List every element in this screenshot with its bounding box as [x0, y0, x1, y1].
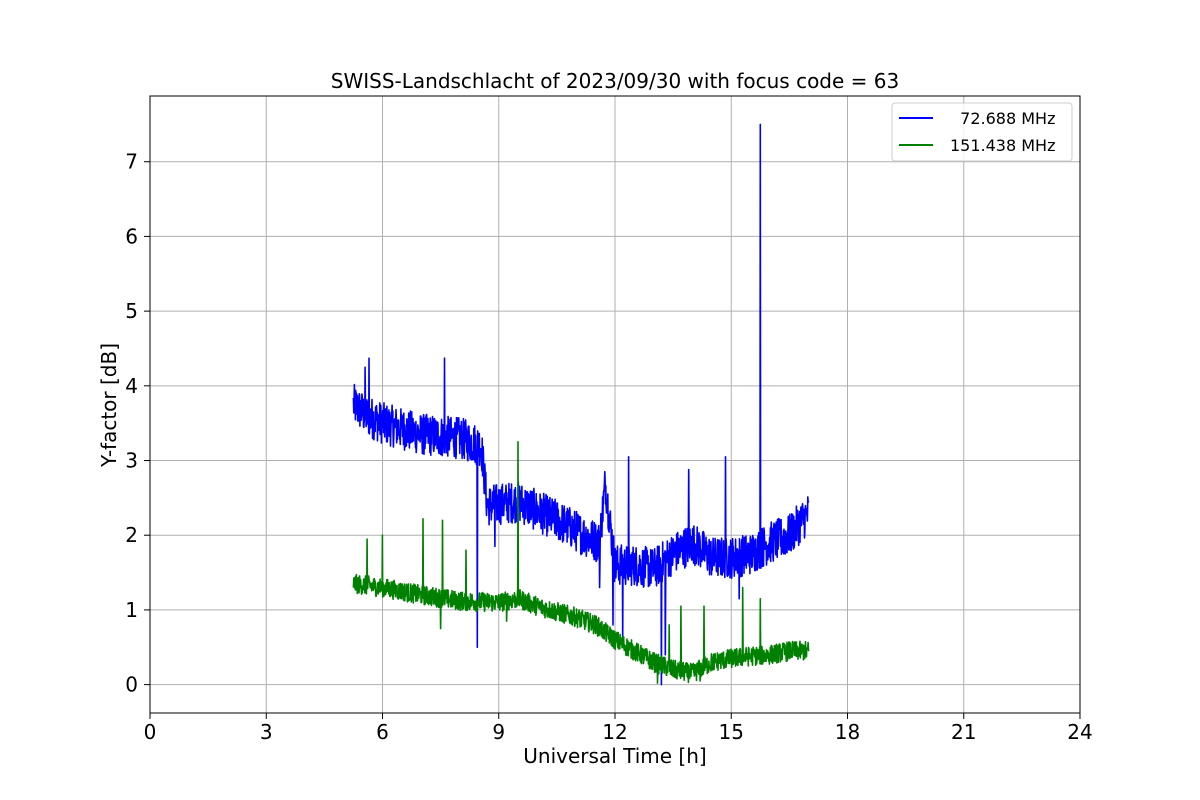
- series-line-0: [352, 123, 810, 686]
- grid: [149, 96, 1081, 713]
- y-tick-label: 2: [125, 523, 138, 547]
- x-tick-label: 3: [260, 720, 273, 744]
- x-tick-label: 6: [376, 720, 389, 744]
- chart-title: SWISS-Landschlacht of 2023/09/30 with fo…: [331, 69, 899, 93]
- x-tick-label: 9: [492, 720, 505, 744]
- y-axis-label: Y-factor [dB]: [97, 343, 121, 468]
- x-tick-label: 18: [835, 720, 860, 744]
- series-line-1: [352, 441, 810, 684]
- legend-box: [891, 102, 1073, 162]
- y-tick-label: 7: [125, 150, 138, 174]
- y-tick-label: 0: [125, 673, 138, 697]
- x-axis-label: Universal Time [h]: [523, 744, 706, 768]
- x-tick-label: 21: [951, 720, 976, 744]
- x-tick-label: 12: [602, 720, 627, 744]
- x-tick-label: 15: [719, 720, 744, 744]
- y-tick-label: 3: [125, 449, 138, 473]
- x-tick-label: 24: [1067, 720, 1092, 744]
- legend-label-151mhz: 151.438 MHz: [950, 136, 1055, 155]
- y-tick-label: 1: [125, 598, 138, 622]
- y-tick-label: 4: [125, 374, 138, 398]
- series-layer: [352, 123, 810, 686]
- y-tick-label: 6: [125, 224, 138, 248]
- legend: 72.688 MHz 151.438 MHz: [891, 102, 1073, 162]
- y-tick-label: 5: [125, 299, 138, 323]
- x-tick-label: 0: [144, 720, 157, 744]
- legend-label-72mhz: 72.688 MHz: [950, 109, 1055, 128]
